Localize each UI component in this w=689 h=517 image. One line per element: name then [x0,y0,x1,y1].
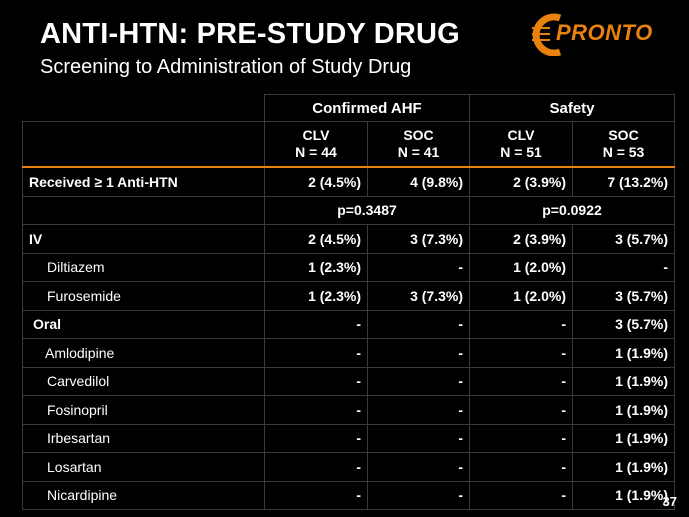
table-row-pvalues: p=0.3487 p=0.0922 [22,195,676,225]
cell-value: - [469,423,574,453]
table-row: Oral - - - 3 (5.7%) [22,309,676,339]
table-row: IV 2 (4.5%) 3 (7.3%) 2 (3.9%) 3 (5.7%) [22,224,676,254]
row-label: IV [22,224,265,254]
cell-value: - [366,423,471,453]
cell-value: 7 (13.2%) [572,166,676,197]
cell-value: 1 (2.3%) [264,281,368,311]
row-label: Losartan [22,452,265,482]
cell-value: - [264,338,368,368]
cell-value: - [264,423,368,453]
cell-value: 1 (1.9%) [572,480,676,510]
cell-value: 3 (5.7%) [572,281,676,311]
table-row: Amlodipine - - - 1 (1.9%) [22,338,676,368]
page-number: 37 [662,494,677,509]
cell-value: - [366,366,471,396]
col-n: N = 51 [500,144,542,160]
cell-value: 1 (1.9%) [572,338,676,368]
cell-value: 3 (5.7%) [572,309,676,339]
cell-value: 1 (2.0%) [469,281,574,311]
anti-htn-table: Confirmed AHF Safety CLV N = 44 SOC N = … [22,94,676,510]
col-n: N = 41 [397,144,440,160]
cell-value: - [366,309,471,339]
table-row-received: Received ≥ 1 Anti-HTN 2 (4.5%) 4 (9.8%) … [22,166,676,197]
col-arm: SOC [403,127,434,143]
cell-value: 1 (2.0%) [469,252,574,282]
cell-value: - [366,452,471,482]
slide-subtitle: Screening to Administration of Study Dru… [40,56,412,78]
cell-value: 1 (2.3%) [264,252,368,282]
header-corner-cell-2 [22,121,265,168]
row-label: Furosemide [22,281,265,311]
cell-value: 1 (1.9%) [572,395,676,425]
row-label: Nicardipine [22,480,265,510]
cell-value: 4 (9.8%) [366,166,471,197]
col-arm: CLV [302,127,330,143]
table-row: Fosinopril - - - 1 (1.9%) [22,395,676,425]
group-confirmed-ahf: Confirmed AHF [263,94,471,122]
cell-value: 2 (3.9%) [469,166,574,197]
cell-value: - [366,338,471,368]
cell-value: - [264,366,368,396]
cell-value: 1 (1.9%) [572,423,676,453]
col-arm: CLV [507,127,535,143]
row-label: Amlodipine [22,338,265,368]
pvalue-safety: p=0.0922 [469,195,676,225]
slide-title: ANTI-HTN: PRE-STUDY DRUG [40,18,460,50]
cell-value: - [469,366,574,396]
col-n: N = 44 [295,144,337,160]
cell-value: 2 (3.9%) [469,224,574,254]
cell-value: - [366,480,471,510]
cell-value: - [264,480,368,510]
group-safety: Safety [469,94,676,122]
row-label: Carvedilol [22,366,265,396]
group-header-row: Confirmed AHF Safety [22,94,676,122]
cell-value: 1 (1.9%) [572,452,676,482]
row-label: Diltiazem [22,252,265,282]
cell-value: - [469,395,574,425]
cell-value: - [469,452,574,482]
cell-value: - [469,338,574,368]
cell-value: - [366,252,471,282]
col-arm: SOC [608,127,639,143]
row-label: Fosinopril [22,395,265,425]
cell-value: 1 (1.9%) [572,366,676,396]
logo-mark-icon [532,13,562,57]
cell-value: 3 (7.3%) [366,281,471,311]
cell-value: - [366,395,471,425]
col-header-2: SOC N = 41 [366,121,471,168]
col-header-4: SOC N = 53 [572,121,676,168]
cell-value: 3 (7.3%) [366,224,471,254]
row-label: Irbesartan [22,423,265,453]
table-row: Nicardipine - - - 1 (1.9%) [22,480,676,510]
table-row: Irbesartan - - - 1 (1.9%) [22,423,676,453]
col-header-1: CLV N = 44 [264,121,368,168]
cell-value: - [264,309,368,339]
table-row: Furosemide 1 (2.3%) 3 (7.3%) 1 (2.0%) 3 … [22,281,676,311]
col-header-3: CLV N = 51 [469,121,574,168]
table-row: Carvedilol - - - 1 (1.9%) [22,366,676,396]
table-row: Diltiazem 1 (2.3%) - 1 (2.0%) - [22,252,676,282]
cell-value: 3 (5.7%) [572,224,676,254]
arm-header-row: CLV N = 44 SOC N = 41 CLV N = 51 SOC N =… [22,121,676,168]
cell-value: 2 (4.5%) [264,224,368,254]
pvalue-confirmed-ahf: p=0.3487 [263,195,471,225]
cell-value: 2 (4.5%) [264,166,368,197]
cell-value: - [469,480,574,510]
table-row: Losartan - - - 1 (1.9%) [22,452,676,482]
row-label-empty [22,195,265,225]
cell-value: - [264,452,368,482]
logo-text: PRONTO [556,20,653,45]
pronto-logo: PRONTO [530,12,670,57]
col-n: N = 53 [602,144,645,160]
cell-value: - [264,395,368,425]
cell-value: - [469,309,574,339]
row-label: Received ≥ 1 Anti-HTN [22,166,265,197]
row-label: Oral [22,309,265,339]
header-corner-cell [22,94,265,122]
cell-value: - [572,252,676,282]
